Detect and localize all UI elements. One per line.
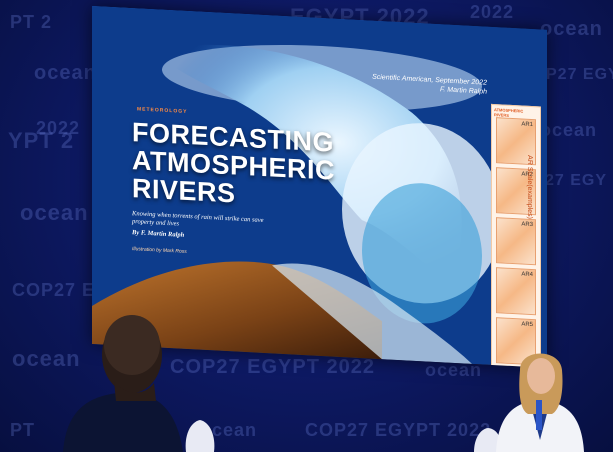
panel-label: AR4 [521, 271, 533, 279]
backdrop-text: ocean [425, 360, 483, 380]
backdrop-text: PT 2 [10, 12, 53, 32]
backdrop-text: COP27 EGYPT 2022 [305, 420, 492, 440]
panel-label: AR3 [521, 221, 533, 229]
panel-label: AR1 [521, 121, 533, 129]
chair-right [474, 428, 502, 452]
backdrop-text: 27 EGY [545, 172, 608, 189]
chair-left [185, 420, 215, 452]
ar-panel: AR3 [496, 217, 536, 266]
backdrop-text: COP27 EGYPT 2022 [170, 356, 375, 378]
backdrop-text: ocean [540, 120, 598, 140]
speaker-left [63, 315, 183, 452]
speaker-right [496, 353, 584, 452]
backdrop-text: 2022 [470, 2, 515, 22]
ar-panel: AR4 [496, 267, 536, 316]
presentation-screen: METEOROLOGY FORECASTING ATMOSPHERIC RIVE… [92, 6, 547, 368]
backdrop-text: PT [10, 420, 36, 440]
backdrop-text: ocean [34, 62, 97, 84]
backdrop-text: YPT 2 [8, 128, 75, 153]
backdrop-text: 2022 [36, 118, 81, 138]
backdrop-text: ocean [540, 18, 603, 40]
backdrop-text: ocean [12, 346, 81, 371]
atmospheric-river-illustration [92, 6, 547, 368]
article-title: FORECASTING ATMOSPHERIC RIVERS [132, 117, 335, 213]
panel-label: AR5 [521, 321, 533, 329]
backdrop-text: ocean [200, 420, 258, 440]
backdrop-text: ocean [20, 200, 89, 225]
ar-scale-label: AR Scale(examples) [526, 154, 533, 220]
ar-scale-panels: ATMOSPHERIC RIVERS AR1 AR2 AR3 AR4 AR5 [491, 103, 541, 368]
